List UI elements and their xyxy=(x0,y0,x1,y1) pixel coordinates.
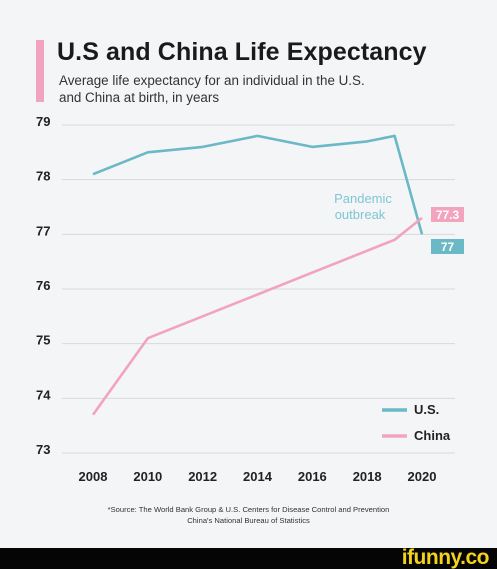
legend-label-china: China xyxy=(414,428,451,443)
us-end-label: 77 xyxy=(441,240,455,254)
china-end-label: 77.3 xyxy=(436,208,460,222)
x-tick-label-2008: 2008 xyxy=(79,469,108,484)
legend-label-us: U.S. xyxy=(414,402,439,417)
y-tick-label-73: 73 xyxy=(36,442,50,457)
gridlines xyxy=(62,124,455,454)
title-accent-bar xyxy=(36,40,44,102)
annotation-pandemic: Pandemic xyxy=(334,191,392,206)
legend: U.S. China xyxy=(382,402,451,443)
us-end-label-box xyxy=(431,239,464,254)
series-line-us xyxy=(92,134,424,235)
x-tick-label-2018: 2018 xyxy=(353,469,382,484)
y-tick-label-74: 74 xyxy=(36,387,51,402)
y-axis-ticks: 73 74 75 76 77 78 79 xyxy=(36,114,51,457)
x-tick-label-2020: 2020 xyxy=(408,469,437,484)
series-lines xyxy=(91,134,424,416)
end-value-labels: 77.3 77 xyxy=(431,207,464,254)
y-tick-label-77: 77 xyxy=(36,223,50,238)
source-note: *Source: The World Bank Group & U.S. Cen… xyxy=(0,504,497,526)
y-tick-label-76: 76 xyxy=(36,278,50,293)
x-tick-label-2016: 2016 xyxy=(298,469,327,484)
source-line-1: *Source: The World Bank Group & U.S. Cen… xyxy=(107,505,390,514)
x-axis-ticks: 2008 2010 2012 2014 2016 2018 2020 xyxy=(79,469,437,484)
series-line-china xyxy=(91,216,423,416)
annotation-outbreak: outbreak xyxy=(335,207,386,222)
x-tick-label-2014: 2014 xyxy=(243,469,273,484)
chart-title: U.S and China Life Expectancy xyxy=(57,38,427,66)
watermark-footer: ifunny.co xyxy=(0,546,497,569)
chart-subtitle: Average life expectancy for an individua… xyxy=(59,73,365,105)
x-tick-label-2010: 2010 xyxy=(133,469,162,484)
source-line-2: China's National Bureau of Statistics xyxy=(187,516,310,525)
y-tick-label-78: 78 xyxy=(36,169,50,184)
y-tick-label-75: 75 xyxy=(36,333,50,348)
x-tick-label-2012: 2012 xyxy=(188,469,217,484)
ifunny-watermark: ifunny.co xyxy=(401,546,490,569)
y-tick-label-79: 79 xyxy=(36,114,50,129)
chart-card: U.S and China Life Expectancy Average li… xyxy=(0,38,497,526)
china-end-label-box xyxy=(431,207,464,222)
